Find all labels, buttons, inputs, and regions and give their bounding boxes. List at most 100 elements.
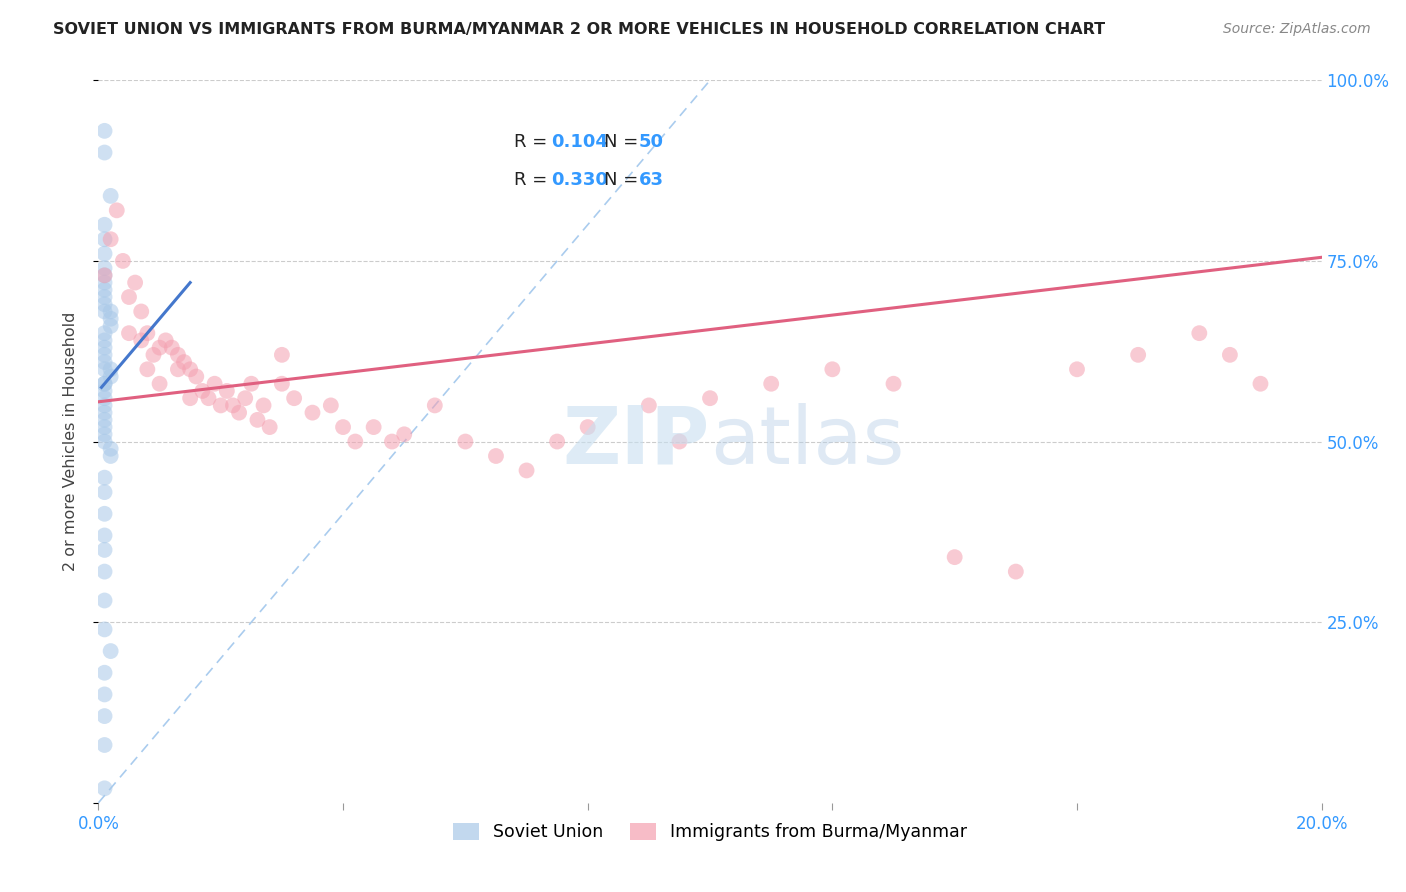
Y-axis label: 2 or more Vehicles in Household: 2 or more Vehicles in Household <box>63 312 77 571</box>
Point <box>246 413 269 427</box>
Point <box>191 384 214 398</box>
Point <box>186 369 208 384</box>
Text: 0.330: 0.330 <box>551 171 607 189</box>
Point <box>93 326 115 340</box>
Text: SOVIET UNION VS IMMIGRANTS FROM BURMA/MYANMAR 2 OR MORE VEHICLES IN HOUSEHOLD CO: SOVIET UNION VS IMMIGRANTS FROM BURMA/MY… <box>53 22 1105 37</box>
Point <box>93 406 115 420</box>
Point <box>240 376 263 391</box>
Point <box>129 304 152 318</box>
Point <box>197 391 219 405</box>
Point <box>100 189 122 203</box>
Point <box>381 434 404 449</box>
Point <box>270 376 292 391</box>
Point <box>93 623 115 637</box>
Point <box>1249 376 1271 391</box>
Point <box>93 485 115 500</box>
Point <box>93 268 115 283</box>
Point <box>93 427 115 442</box>
Point <box>319 398 342 412</box>
Point <box>100 449 122 463</box>
Text: 63: 63 <box>640 171 664 189</box>
Point <box>93 297 115 311</box>
Point <box>821 362 844 376</box>
Point <box>93 355 115 369</box>
Legend: Soviet Union, Immigrants from Burma/Myanmar: Soviet Union, Immigrants from Burma/Myan… <box>447 816 973 848</box>
Point <box>179 362 201 376</box>
Text: 50: 50 <box>640 133 664 151</box>
Point <box>93 665 115 680</box>
Point <box>93 348 115 362</box>
Point <box>93 218 115 232</box>
Point <box>252 398 274 412</box>
Point <box>637 398 661 412</box>
Point <box>93 470 115 484</box>
Point <box>93 261 115 276</box>
Point <box>93 341 115 355</box>
Point <box>301 406 323 420</box>
Point <box>1066 362 1088 376</box>
Point <box>93 384 115 398</box>
Point <box>167 362 190 376</box>
Point <box>270 348 292 362</box>
Point <box>93 376 115 391</box>
Point <box>93 376 115 391</box>
Text: R =: R = <box>515 171 554 189</box>
Point <box>485 449 508 463</box>
Point <box>100 369 122 384</box>
Point <box>233 391 256 405</box>
Point <box>93 124 115 138</box>
Point <box>100 362 122 376</box>
Point <box>105 203 128 218</box>
Point <box>344 434 367 449</box>
Point <box>93 709 115 723</box>
Point <box>93 781 115 796</box>
Point <box>93 420 115 434</box>
Point <box>100 644 122 658</box>
Point <box>546 434 568 449</box>
Point <box>93 145 115 160</box>
Point <box>124 276 146 290</box>
Point <box>173 355 195 369</box>
Point <box>222 398 245 412</box>
Text: N =: N = <box>603 133 644 151</box>
Point <box>93 542 115 557</box>
Text: N =: N = <box>603 171 644 189</box>
Point <box>332 420 354 434</box>
Point <box>160 341 183 355</box>
Point <box>883 376 905 391</box>
Point <box>100 304 122 318</box>
Point <box>259 420 281 434</box>
Text: 0.104: 0.104 <box>551 133 607 151</box>
Point <box>204 376 226 391</box>
Point <box>93 362 115 376</box>
Point <box>100 232 122 246</box>
Point <box>93 391 115 405</box>
Point <box>283 391 305 405</box>
Point <box>454 434 477 449</box>
Point <box>209 398 232 412</box>
Point <box>215 384 238 398</box>
Point <box>118 290 141 304</box>
Point <box>93 290 115 304</box>
Point <box>93 738 115 752</box>
Point <box>699 391 721 405</box>
Point <box>149 376 172 391</box>
Point <box>423 398 446 412</box>
Point <box>93 246 115 260</box>
Text: Source: ZipAtlas.com: Source: ZipAtlas.com <box>1223 22 1371 37</box>
Point <box>1219 348 1241 362</box>
Point <box>93 593 115 607</box>
Point <box>136 326 159 340</box>
Point <box>1128 348 1150 362</box>
Point <box>100 311 122 326</box>
Point <box>93 283 115 297</box>
Point <box>759 376 782 391</box>
Point <box>392 427 416 442</box>
Point <box>142 348 165 362</box>
Text: atlas: atlas <box>710 402 904 481</box>
Point <box>93 413 115 427</box>
Point <box>136 362 159 376</box>
Point <box>228 406 250 420</box>
Point <box>93 507 115 521</box>
Point <box>1004 565 1026 579</box>
